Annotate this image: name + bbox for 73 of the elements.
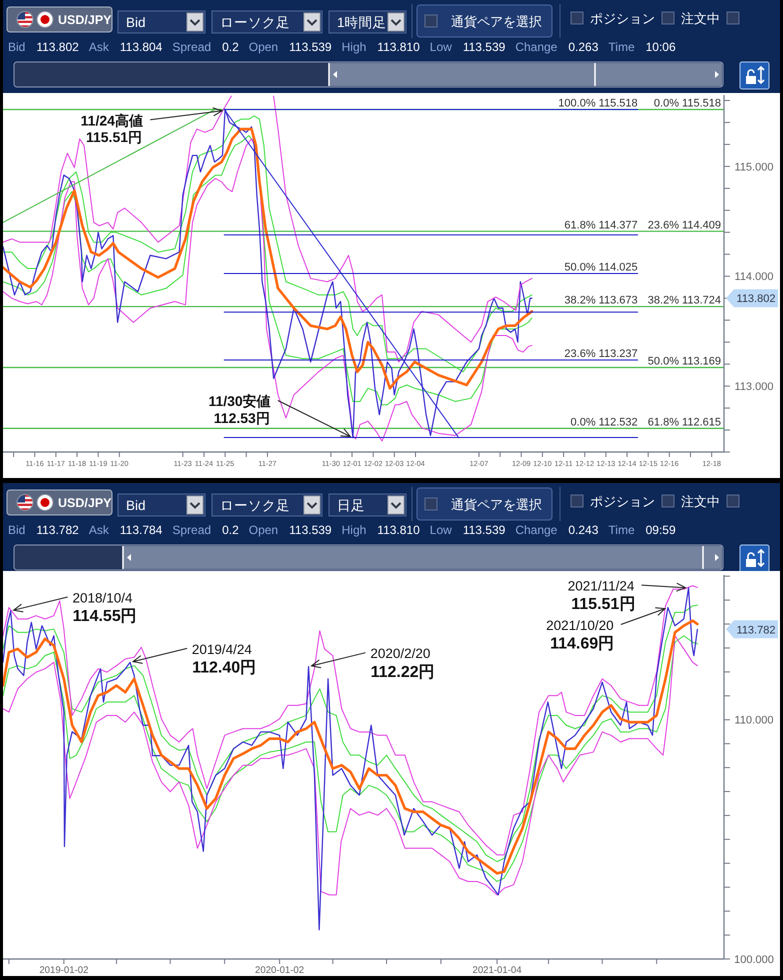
text: 09:59: [646, 523, 676, 537]
y-tick-label: 113.000: [734, 381, 774, 394]
text: Low: [430, 523, 452, 537]
text: 113.802: [36, 40, 80, 54]
ref-line-label: 61.8% 112.615: [648, 416, 721, 428]
text: Change: [515, 523, 558, 537]
text: 113.539: [462, 40, 506, 54]
text: 1時間足: [337, 15, 387, 30]
text: Ask: [88, 523, 110, 537]
text: Change: [515, 40, 558, 54]
text: Open: [248, 523, 278, 537]
text: ポジション: [590, 494, 655, 509]
text: Open: [248, 40, 278, 54]
text: Low: [430, 40, 452, 54]
ref-line-label: 0.0% 115.518: [654, 98, 721, 110]
text: Time: [608, 40, 635, 54]
series-label: 61.8% 114.377: [564, 219, 638, 232]
text: 通貨ペアを選択: [451, 14, 542, 29]
text: 0.243: [568, 523, 599, 537]
y-tick-label: 114.000: [734, 271, 774, 284]
series-label: 38.2% 113.673: [564, 294, 638, 307]
annotation: 2018/10/4 114.55円: [72, 590, 137, 626]
text: 113.784: [120, 523, 163, 537]
text: 0.263: [568, 40, 599, 54]
annotation: 2020/2/20 112.22円: [370, 646, 435, 681]
chart-title: USD/JPY: [58, 496, 112, 510]
text: ローソク足: [220, 498, 290, 513]
ref-line-label: 23.6% 114.409: [648, 219, 721, 232]
text: ポジション: [590, 11, 655, 26]
text: 113.539: [289, 523, 332, 537]
x-tick-label: 2020-01-02: [255, 965, 304, 976]
text: 113.782: [36, 523, 80, 537]
text: Bid: [8, 523, 26, 537]
text: 0.2: [222, 523, 240, 537]
text: High: [342, 523, 366, 537]
text: 113.810: [377, 40, 420, 54]
series-label: 100.0% 115.518: [558, 98, 638, 110]
text: Spread: [172, 40, 212, 54]
text: Time: [608, 523, 635, 537]
series-label: 23.6% 113.237: [564, 348, 638, 360]
price-tag: 113.802: [726, 289, 778, 308]
y-tick-label: 115.000: [734, 161, 774, 174]
text: Bid: [8, 40, 26, 54]
text: Bid: [126, 15, 146, 30]
annotation: 2021/10/20 114.69円: [546, 618, 614, 653]
text: 113.539: [462, 523, 506, 537]
annotation: 11/30安値 112.53円: [208, 393, 271, 426]
text: 注文中: [681, 11, 720, 26]
ref-line-label: 50.0% 113.169: [648, 356, 721, 368]
text: 日足: [337, 498, 365, 513]
text: 113.804: [120, 40, 163, 54]
text: 通貨ペアを選択: [451, 497, 542, 512]
chart-title: USD/JPY: [58, 13, 112, 27]
y-tick-label: 100.000: [734, 954, 774, 966]
text: 10:06: [646, 40, 676, 54]
annotation: 2021/11/24 115.51円: [568, 578, 636, 614]
text: Spread: [172, 523, 212, 537]
series-label: 50.0% 114.025: [564, 262, 638, 274]
y-tick-label: 110.000: [734, 714, 774, 727]
text: 113.539: [289, 40, 332, 54]
text: ローソク足: [220, 15, 290, 30]
text: High: [342, 40, 366, 54]
series-label: 0.0% 112.532: [570, 416, 638, 428]
annotation: 11/24高値 115.51円: [80, 112, 143, 146]
text: Ask: [88, 40, 110, 54]
text: 注文中: [681, 494, 720, 509]
x-tick-label: 2019-01-02: [39, 965, 88, 976]
annotation: 2019/4/24 112.40円: [192, 642, 256, 676]
text: Bid: [126, 498, 146, 513]
ref-line-label: 38.2% 113.724: [648, 294, 721, 307]
x-tick-label: 2021-01-04: [472, 965, 522, 976]
text: 113.810: [377, 523, 420, 537]
text: 0.2: [222, 40, 240, 54]
